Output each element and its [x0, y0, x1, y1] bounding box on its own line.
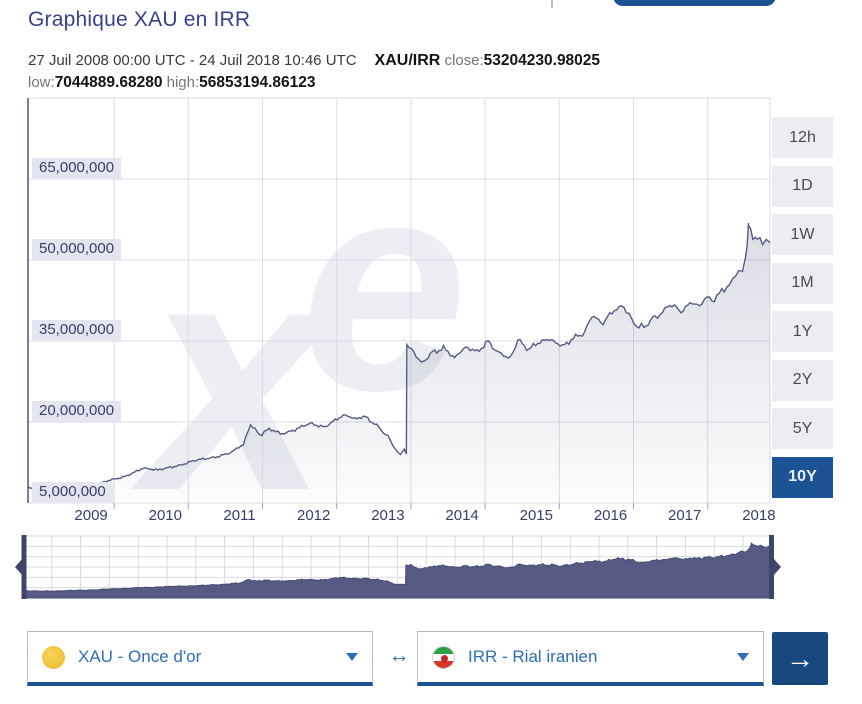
x-axis-label: 2017 [668, 507, 702, 524]
swap-arrows-icon: ↔ [388, 644, 410, 667]
top-cropped-button[interactable] [613, 0, 776, 6]
low-label: low: [28, 74, 55, 91]
x-axis-label: 2012 [297, 507, 331, 524]
chart-subtitle-row: 27 Juil 2008 00:00 UTC - 24 Juil 2018 10… [28, 52, 600, 70]
base-currency-dropdown[interactable]: XAU - Once d'or [27, 631, 373, 686]
chevron-down-icon [346, 653, 358, 661]
x-axis-label: 2015 [519, 507, 553, 524]
range-button-10y[interactable]: 10Y [772, 456, 833, 498]
scrollbar-artifact [551, 0, 553, 8]
y-axis-label: 65,000,000 [32, 158, 122, 179]
page-title: Graphique XAU en IRR [28, 8, 251, 31]
date-range-text: 27 Juil 2008 00:00 UTC - 24 Juil 2018 10… [28, 52, 357, 69]
range-button-1m[interactable]: 1M [772, 262, 833, 304]
quote-currency-dropdown[interactable]: IRR - Rial iranien [417, 631, 764, 686]
x-axis-label: 2009 [74, 507, 108, 524]
range-button-5y[interactable]: 5Y [772, 408, 833, 449]
chevron-down-icon [737, 653, 749, 661]
x-axis-label: 2014 [445, 507, 479, 524]
range-button-1d[interactable]: 1D [772, 165, 833, 207]
y-axis-label: 5,000,000 [32, 482, 113, 503]
x-axis-label: 2011 [223, 507, 256, 524]
low-high-row: low:7044889.68280 high:56853194.86123 [28, 74, 316, 92]
high-label: high: [166, 74, 200, 91]
gold-coin-icon [42, 645, 65, 669]
y-axis-label: 50,000,000 [32, 239, 122, 260]
range-button-12h[interactable]: 12h [772, 117, 833, 158]
low-value: 7044889.68280 [54, 74, 163, 91]
base-currency-label: XAU - Once d'or [78, 647, 202, 666]
x-axis-label: 2018 [742, 507, 776, 524]
pair-label: XAU/IRR [374, 52, 441, 69]
navigator-right-handle[interactable] [768, 536, 782, 598]
range-button-2y[interactable]: 2Y [772, 359, 833, 401]
x-axis-label: 2010 [148, 507, 182, 524]
x-axis-label: 2016 [593, 507, 628, 524]
quote-currency-label: IRR - Rial iranien [468, 647, 598, 666]
y-axis-label: 20,000,000 [32, 401, 122, 422]
x-axis-label: 2013 [371, 507, 405, 524]
range-button-1y[interactable]: 1Y [772, 311, 833, 352]
submit-arrow-button[interactable]: → [772, 632, 828, 685]
high-value: 56853194.86123 [199, 74, 316, 91]
close-value: 53204230.98025 [483, 52, 601, 69]
close-label: close: [444, 52, 484, 69]
right-arrow-icon: → [786, 642, 814, 674]
y-axis-label: 35,000,000 [32, 320, 122, 341]
chart-plot-area[interactable] [28, 98, 770, 503]
iran-flag-icon [432, 645, 455, 669]
navigator-left-handle[interactable] [14, 536, 28, 598]
range-button-1w[interactable]: 1W [772, 214, 833, 255]
navigator[interactable] [28, 536, 768, 598]
